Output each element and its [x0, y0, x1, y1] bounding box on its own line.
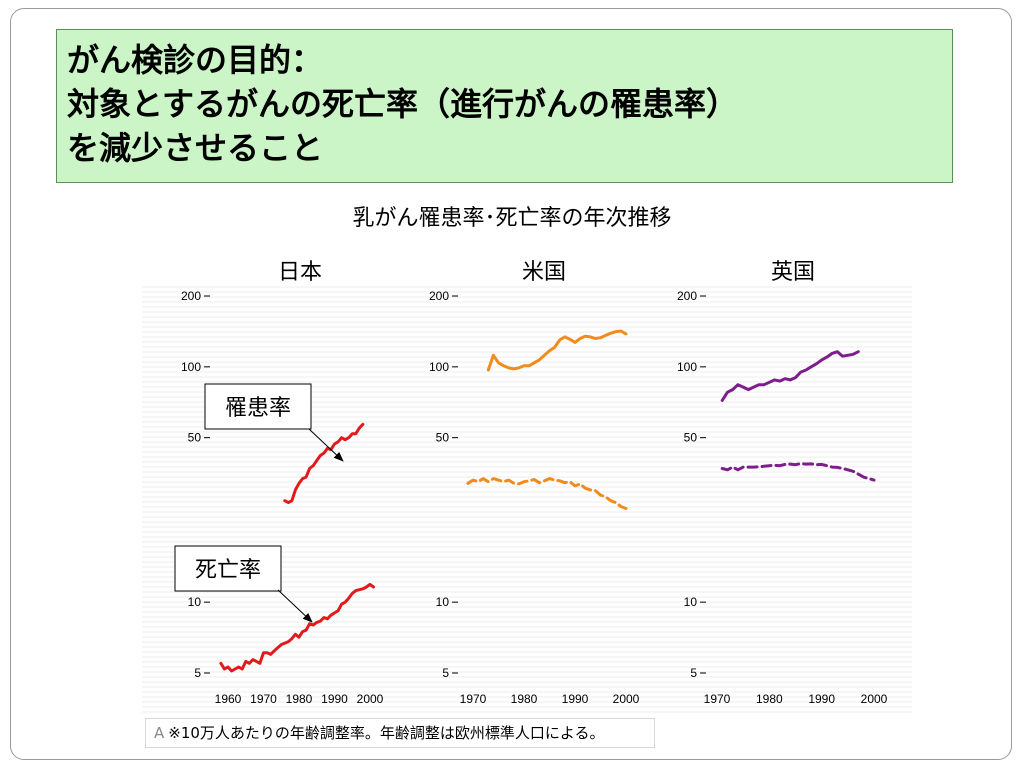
chart-panels: 5 10 50 100 200 1960 1970 1980 1990 2000 5 10 50 100 2… — [181, 289, 888, 706]
x-tick-label: 2000 — [861, 692, 888, 706]
y-tick-label: 100 — [429, 360, 449, 374]
annotation-incidence: 罹患率 — [204, 383, 344, 462]
x-tick-label: 1970 — [704, 692, 731, 706]
series-line-uk-mortality — [720, 462, 876, 482]
y-tick-label: 10 — [188, 595, 202, 609]
annotation-box — [174, 545, 282, 592]
annotation-label: 死亡率 — [195, 558, 261, 583]
y-tick-label: 100 — [677, 360, 697, 374]
title-line-1: がん検診の目的： — [67, 41, 324, 79]
annotation-label: 罹患率 — [225, 396, 291, 421]
panel-japan: 5 10 50 100 200 1960 1970 1980 1990 2000 — [181, 289, 384, 706]
y-tick-label: 200 — [677, 289, 697, 303]
panel-title-japan: 日本 — [277, 260, 322, 285]
x-tick-label: 2000 — [613, 692, 640, 706]
title-line-3: を減少させること — [67, 129, 324, 167]
x-tick-label: 1980 — [286, 692, 313, 706]
title-line-2: 対象とするがんの死亡率（進行がんの罹患率） — [67, 85, 739, 123]
y-tick-label: 10 — [684, 595, 698, 609]
y-tick-label: 200 — [181, 289, 201, 303]
series-line-uk-incidence — [720, 350, 860, 402]
y-tick-label: 50 — [188, 431, 202, 445]
x-tick-label: 1980 — [511, 692, 538, 706]
y-tick-label: 100 — [181, 360, 201, 374]
panel-title-usa: 米国 — [521, 260, 566, 285]
x-tick-label: 1960 — [215, 692, 242, 706]
y-tick-label: 50 — [684, 431, 698, 445]
x-tick-label: 1970 — [460, 692, 487, 706]
series-line-japan-incidence — [219, 582, 375, 673]
x-tick-label: 1970 — [250, 692, 277, 706]
x-tick-label: 2000 — [357, 692, 384, 706]
panel-usa: 5 10 50 100 200 1970 1980 1990 2000 — [429, 289, 640, 706]
x-tick-label: 1990 — [808, 692, 835, 706]
x-tick-label: 1990 — [562, 692, 589, 706]
y-tick-label: 50 — [436, 431, 450, 445]
footnote-prefix: A — [154, 724, 165, 742]
annotation-arrow — [308, 428, 344, 462]
y-tick-label: 5 — [194, 666, 201, 680]
series-line-usa-mortality — [466, 477, 628, 510]
annotation-box — [204, 383, 312, 430]
y-tick-label: 5 — [690, 666, 697, 680]
footnote-text: ※10万人あたりの年齢調整率。年齢調整は欧州標準人口による。 — [168, 724, 605, 742]
chart-background — [142, 284, 912, 717]
panel-title-uk: 英国 — [770, 260, 815, 285]
y-tick-label: 10 — [436, 595, 450, 609]
chart-title: 乳がん罹患率･死亡率の年次推移 — [352, 206, 672, 231]
title-box: がん検診の目的： 対象とするがんの死亡率（進行がんの罹患率） を減少させること — [56, 29, 953, 183]
annotation-arrow — [277, 589, 313, 623]
panel-uk: 5 10 50 100 200 1970 1980 1990 2000 — [677, 289, 888, 706]
plot-background — [142, 284, 912, 717]
footnote: A ※10万人あたりの年齢調整率。年齢調整は欧州標準人口による。 — [145, 718, 655, 748]
x-tick-label: 1980 — [756, 692, 783, 706]
series-line-usa-incidence — [486, 329, 628, 372]
series-line-japan-incidence — [283, 422, 365, 505]
y-tick-label: 5 — [442, 666, 449, 680]
x-tick-label: 1990 — [321, 692, 348, 706]
y-tick-label: 200 — [429, 289, 449, 303]
annotation-mortality: 死亡率 — [174, 545, 313, 623]
